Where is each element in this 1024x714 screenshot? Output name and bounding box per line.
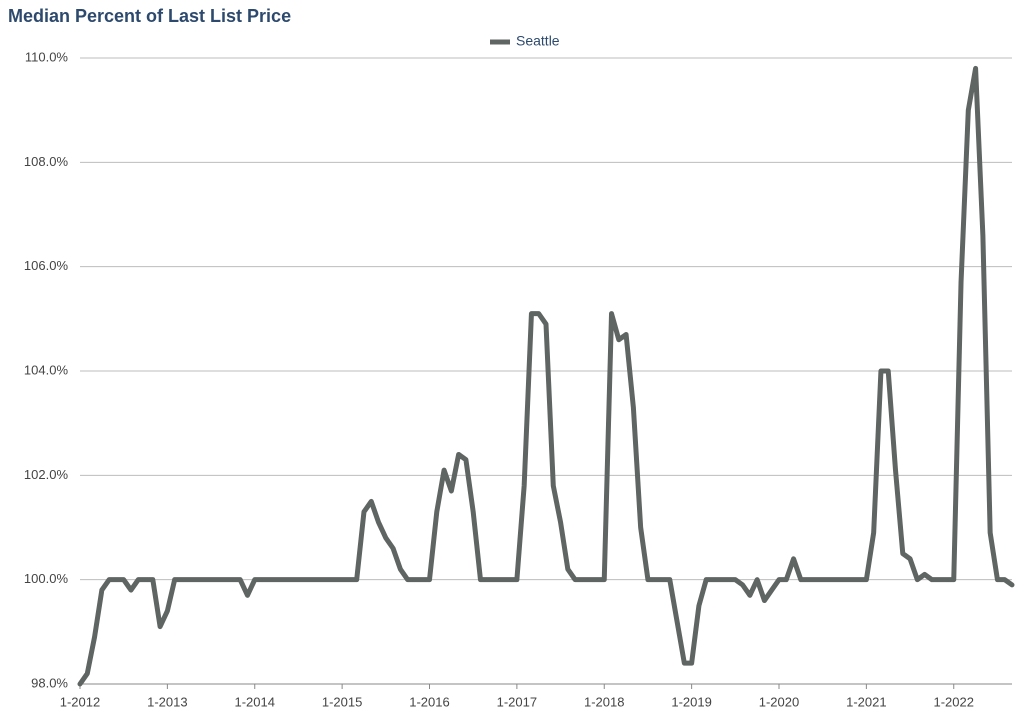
x-tick-label: 1-2017 [497, 694, 537, 709]
series-line [77, 65, 1015, 687]
x-tick-label: 1-2019 [671, 694, 711, 709]
legend-label: Seattle [516, 33, 560, 49]
x-tick-label: 1-2021 [846, 694, 886, 709]
y-tick-label: 106.0% [24, 258, 69, 273]
x-tick-label: 1-2014 [235, 694, 275, 709]
y-tick-label: 100.0% [24, 571, 69, 586]
y-tick-label: 102.0% [24, 467, 69, 482]
x-tick-label: 1-2020 [759, 694, 799, 709]
x-tick-label: 1-2016 [409, 694, 449, 709]
x-tick-label: 1-2013 [147, 694, 187, 709]
x-tick-label: 1-2012 [60, 694, 100, 709]
chart-title: Median Percent of Last List Price [8, 6, 291, 26]
y-tick-label: 108.0% [24, 154, 69, 169]
y-tick-label: 104.0% [24, 362, 69, 377]
x-tick-label: 1-2022 [934, 694, 974, 709]
y-tick-label: 98.0% [31, 675, 68, 690]
x-tick-label: 1-2018 [584, 694, 624, 709]
x-tick-label: 1-2015 [322, 694, 362, 709]
y-tick-label: 110.0% [25, 49, 69, 64]
